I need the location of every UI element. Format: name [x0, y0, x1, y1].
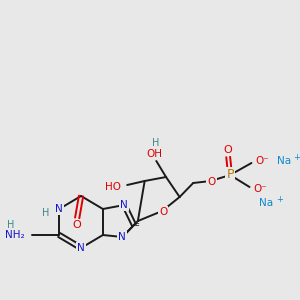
Text: N: N: [118, 232, 126, 242]
Text: N: N: [77, 243, 85, 253]
Text: H: H: [42, 208, 49, 218]
Text: N: N: [55, 204, 63, 214]
Text: Na: Na: [259, 198, 273, 208]
Text: +: +: [276, 196, 283, 205]
Text: O: O: [73, 220, 82, 230]
Text: HO: HO: [105, 182, 122, 192]
Text: O: O: [159, 207, 167, 217]
Text: N: N: [120, 200, 128, 210]
Text: O⁻: O⁻: [254, 184, 267, 194]
Text: H: H: [152, 138, 159, 148]
Text: NH₂: NH₂: [4, 230, 24, 240]
Text: +: +: [293, 154, 300, 163]
Text: O: O: [224, 145, 233, 155]
Text: H: H: [7, 220, 14, 230]
Text: O: O: [208, 177, 216, 187]
Text: P: P: [226, 169, 234, 182]
Text: Na: Na: [277, 156, 291, 166]
Text: =: =: [132, 220, 140, 230]
Text: O⁻: O⁻: [255, 156, 269, 166]
Text: OH: OH: [146, 149, 162, 159]
